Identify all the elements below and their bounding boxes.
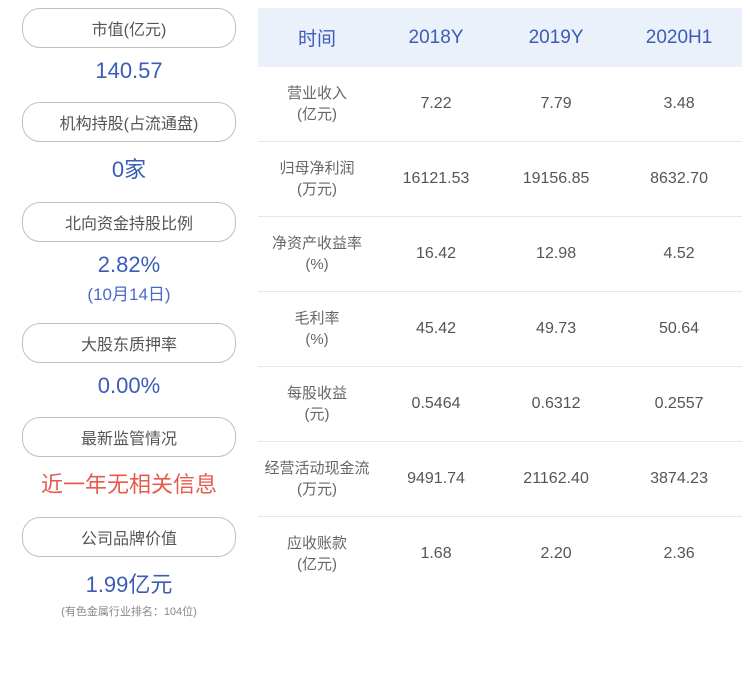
cell-value: 12.98 xyxy=(496,217,616,292)
table-row: 毛利率(%) 45.42 49.73 50.64 xyxy=(258,292,742,367)
cell-value: 7.22 xyxy=(376,67,496,142)
metric-label: 机构持股(占流通盘) xyxy=(22,102,236,142)
metric-value: 0家 xyxy=(10,142,248,198)
cell-value: 16121.53 xyxy=(376,142,496,217)
metric-subvalue: (10月14日) xyxy=(10,280,248,319)
cell-value: 50.64 xyxy=(616,292,742,367)
metric-label: 大股东质押率 xyxy=(22,323,236,363)
cell-value: 3.48 xyxy=(616,67,742,142)
row-label-eps: 每股收益(元) xyxy=(258,367,376,442)
table-row: 归母净利润(万元) 16121.53 19156.85 8632.70 xyxy=(258,142,742,217)
metric-label: 最新监管情况 xyxy=(22,417,236,457)
cell-value: 45.42 xyxy=(376,292,496,367)
metric-northbound-holding: 北向资金持股比例 2.82% (10月14日) xyxy=(10,202,248,319)
cell-value: 21162.40 xyxy=(496,442,616,517)
cell-value: 19156.85 xyxy=(496,142,616,217)
metric-regulatory: 最新监管情况 近一年无相关信息 xyxy=(10,417,248,513)
table-header-2019: 2019Y xyxy=(496,8,616,67)
table-header-row: 时间 2018Y 2019Y 2020H1 xyxy=(258,8,742,67)
metric-value: 0.00% xyxy=(10,363,248,413)
table-row: 每股收益(元) 0.5464 0.6312 0.2557 xyxy=(258,367,742,442)
metric-market-cap: 市值(亿元) 140.57 xyxy=(10,8,248,98)
table-header-time: 时间 xyxy=(258,8,376,67)
cell-value: 0.6312 xyxy=(496,367,616,442)
cell-value: 49.73 xyxy=(496,292,616,367)
table-header-2020h1: 2020H1 xyxy=(616,8,742,67)
table-header-2018: 2018Y xyxy=(376,8,496,67)
cell-value: 0.5464 xyxy=(376,367,496,442)
financial-table-panel: 时间 2018Y 2019Y 2020H1 营业收入(亿元) 7.22 7.79… xyxy=(258,8,750,670)
row-label-roe: 净资产收益率(%) xyxy=(258,217,376,292)
row-label-net-profit: 归母净利润(万元) xyxy=(258,142,376,217)
metric-label: 市值(亿元) xyxy=(22,8,236,48)
cell-value: 7.79 xyxy=(496,67,616,142)
cell-value: 0.2557 xyxy=(616,367,742,442)
cell-value: 16.42 xyxy=(376,217,496,292)
cell-value: 1.68 xyxy=(376,517,496,592)
row-label-ocf: 经营活动现金流(万元) xyxy=(258,442,376,517)
financial-table: 时间 2018Y 2019Y 2020H1 营业收入(亿元) 7.22 7.79… xyxy=(258,8,742,591)
cell-value: 2.36 xyxy=(616,517,742,592)
metric-institutional-holding: 机构持股(占流通盘) 0家 xyxy=(10,102,248,198)
left-metrics-panel: 市值(亿元) 140.57 机构持股(占流通盘) 0家 北向资金持股比例 2.8… xyxy=(0,8,258,670)
row-label-revenue: 营业收入(亿元) xyxy=(258,67,376,142)
table-row: 净资产收益率(%) 16.42 12.98 4.52 xyxy=(258,217,742,292)
table-row: 营业收入(亿元) 7.22 7.79 3.48 xyxy=(258,67,742,142)
cell-value: 9491.74 xyxy=(376,442,496,517)
cell-value: 8632.70 xyxy=(616,142,742,217)
table-row: 应收账款(亿元) 1.68 2.20 2.36 xyxy=(258,517,742,592)
metric-pledge-rate: 大股东质押率 0.00% xyxy=(10,323,248,413)
metric-value: 140.57 xyxy=(10,48,248,98)
table-row: 经营活动现金流(万元) 9491.74 21162.40 3874.23 xyxy=(258,442,742,517)
metric-footnote: (有色金属行业排名：104位) xyxy=(10,603,248,625)
metric-value: 近一年无相关信息 xyxy=(10,457,248,513)
row-label-receivables: 应收账款(亿元) xyxy=(258,517,376,592)
cell-value: 4.52 xyxy=(616,217,742,292)
cell-value: 3874.23 xyxy=(616,442,742,517)
table-body: 营业收入(亿元) 7.22 7.79 3.48 归母净利润(万元) 16121.… xyxy=(258,67,742,591)
cell-value: 2.20 xyxy=(496,517,616,592)
metric-label: 北向资金持股比例 xyxy=(22,202,236,242)
metric-brand-value: 公司品牌价值 1.99亿元 (有色金属行业排名：104位) xyxy=(10,517,248,625)
metric-label: 公司品牌价值 xyxy=(22,517,236,557)
row-label-gross-margin: 毛利率(%) xyxy=(258,292,376,367)
